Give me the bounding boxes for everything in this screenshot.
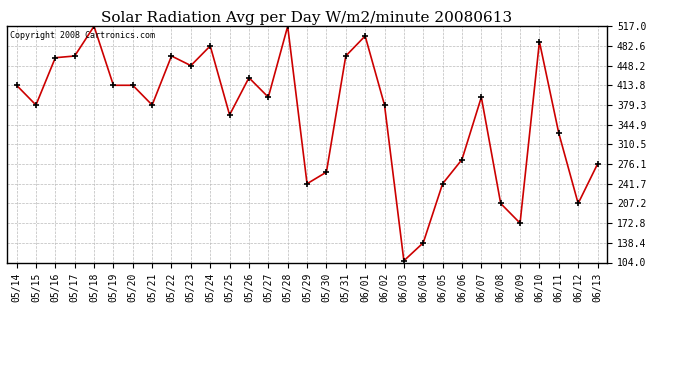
Title: Solar Radiation Avg per Day W/m2/minute 20080613: Solar Radiation Avg per Day W/m2/minute … — [101, 11, 513, 25]
Text: Copyright 2008 Cartronics.com: Copyright 2008 Cartronics.com — [10, 31, 155, 40]
